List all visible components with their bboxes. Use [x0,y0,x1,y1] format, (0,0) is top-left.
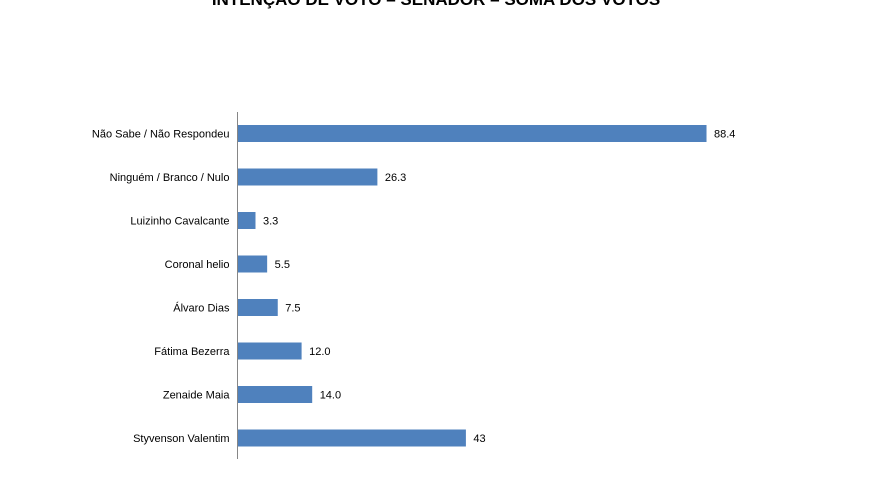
bar [238,299,278,316]
data-label: 43 [473,433,485,445]
category-label: Fátima Bezerra [154,346,230,358]
data-label: 26.3 [385,172,406,184]
bar [238,386,313,403]
data-label: 5.5 [275,259,290,271]
bar [238,168,378,186]
category-label: Coronal helio [165,259,230,271]
bar [238,255,268,273]
bar [238,125,707,142]
category-label: Não Sabe / Não Respondeu [92,129,230,141]
bar [238,429,466,447]
category-label: Álvaro Dias [173,302,230,315]
bar [238,212,256,229]
category-label: Ninguém / Branco / Nulo [110,172,230,184]
chart-title: INTENÇÃO DE VOTO – SENADOR – SOMA DOS VO… [0,0,872,10]
data-label: 12.0 [309,346,330,358]
category-label: Styvenson Valentim [133,433,229,445]
data-label: 88.4 [714,129,735,141]
category-label: Zenaide Maia [163,390,231,402]
data-label: 7.5 [285,303,300,315]
data-label: 3.3 [263,216,278,228]
bars-group: Não Sabe / Não Respondeu 88.4 Ninguém / Br… [92,125,735,447]
data-label: 14.0 [320,390,341,402]
category-label: Luizinho Cavalcante [130,216,229,228]
bar [238,342,302,360]
